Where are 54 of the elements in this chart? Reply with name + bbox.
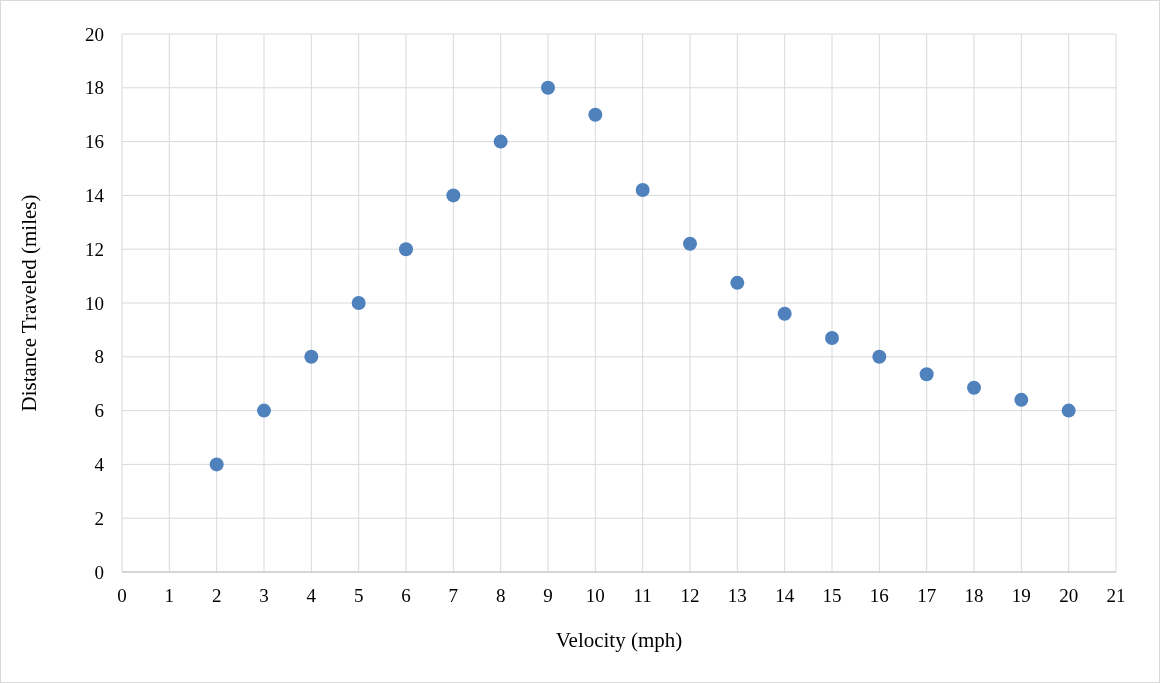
point — [825, 330, 839, 345]
point — [872, 349, 887, 364]
point — [304, 349, 319, 364]
point — [493, 134, 508, 149]
point — [1014, 392, 1029, 407]
x-tick-label: 5 — [353, 585, 364, 606]
y-tick-label: 4 — [94, 454, 105, 476]
point — [399, 242, 413, 257]
y-axis-title: Distance Traveled (miles) — [17, 194, 41, 412]
x-tick-label: 10 — [585, 585, 605, 606]
point — [967, 380, 981, 395]
x-tick-label: 11 — [633, 585, 652, 606]
x-tick-label: 16 — [869, 585, 889, 606]
x-tick-label: 4 — [306, 585, 317, 606]
x-tick-label: 14 — [775, 585, 795, 606]
x-tick-label: 21 — [1106, 585, 1126, 606]
x-tick-label: 2 — [211, 585, 222, 606]
x-tick-label: 12 — [680, 585, 700, 606]
point — [257, 403, 271, 418]
x-axis-title: Velocity (mph) — [555, 628, 683, 652]
point — [351, 296, 366, 310]
y-tick-label: 18 — [85, 77, 104, 99]
point — [683, 236, 697, 251]
x-tick-label: 20 — [1059, 585, 1079, 606]
x-tick-label: 8 — [495, 585, 506, 606]
x-tick-label: 17 — [917, 585, 937, 606]
x-tick-label: 15 — [822, 585, 842, 606]
point — [730, 275, 745, 290]
y-tick-label: 6 — [94, 400, 104, 422]
x-tick-label: 9 — [543, 585, 553, 606]
y-tick-label: 20 — [85, 23, 104, 45]
y-tick-label: 14 — [85, 185, 105, 207]
x-tick-label: 19 — [1011, 585, 1031, 606]
y-tick-label: 0 — [94, 561, 104, 583]
y-tick-label: 12 — [85, 238, 104, 260]
y-tick-label: 16 — [85, 131, 104, 153]
point — [777, 306, 792, 321]
point — [919, 367, 934, 382]
x-tick-label: 13 — [727, 585, 747, 606]
x-tick-label: 3 — [259, 585, 269, 606]
y-tick-label: 2 — [94, 507, 104, 529]
point — [588, 107, 603, 122]
x-tick-label: 18 — [964, 585, 984, 606]
x-tick-label: 1 — [164, 585, 175, 606]
y-tick-label: 8 — [94, 346, 104, 368]
x-tick-label: 0 — [117, 585, 127, 606]
point — [1061, 403, 1076, 418]
point — [209, 457, 224, 472]
point — [635, 183, 650, 198]
y-tick-label: 10 — [85, 292, 104, 314]
x-tick-label: 6 — [401, 585, 411, 606]
x-tick-label: 7 — [448, 585, 459, 606]
point — [446, 188, 461, 203]
point — [541, 80, 555, 95]
